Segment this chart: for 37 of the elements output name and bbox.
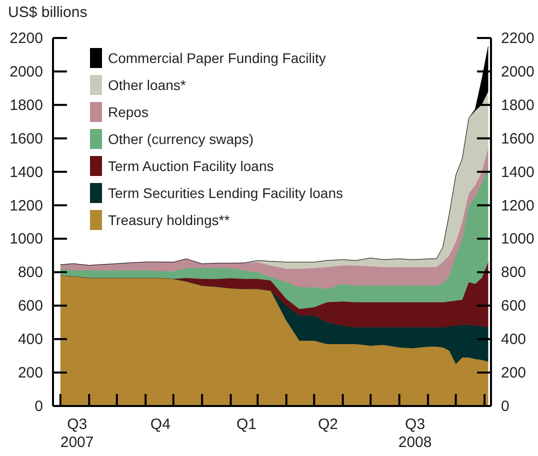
y2-tick-label: 0	[501, 398, 510, 415]
y2-tick-label: 800	[501, 264, 526, 282]
y2-tick-label: 200	[501, 364, 526, 382]
y2-tick-label: 2000	[501, 63, 534, 80]
y2-tick-label: 1400	[501, 164, 534, 181]
y-tick-label: 200	[18, 364, 43, 382]
y-tick-label: 400	[18, 331, 43, 348]
legend-label: Commercial Paper Funding Facility	[108, 50, 326, 66]
y-tick-label: 1600	[10, 130, 43, 148]
y-tick-label: 800	[18, 264, 43, 282]
y-tick-label: 2200	[10, 30, 43, 47]
y-axis-title: US$ billions	[8, 4, 88, 21]
y-tick-label: 600	[18, 298, 43, 315]
y2-tick-label: 400	[501, 331, 526, 348]
y2-tick-label: 2200	[501, 30, 534, 47]
y-tick-label: 1200	[10, 197, 43, 214]
y2-tick-label: 1200	[501, 197, 534, 214]
legend-label: Repos	[108, 104, 148, 120]
y-tick-label: 1000	[10, 230, 43, 248]
y-tick-label: 0	[34, 398, 43, 415]
y-tick-label: 1800	[10, 96, 43, 114]
x-tick-label: Q3 2008	[398, 416, 432, 451]
x-tick-label: Q2	[318, 416, 338, 433]
legend-label: Treasury holdings**	[108, 212, 230, 228]
y2-tick-label: 600	[501, 298, 526, 315]
x-tick-label: Q3 2007	[60, 416, 94, 451]
legend-label: Other (currency swaps)	[108, 130, 254, 146]
x-tick-label: Q1	[236, 416, 257, 433]
y2-tick-label: 1600	[501, 130, 534, 148]
legend-label: Other loans*	[108, 76, 186, 92]
legend-label: Term Auction Facility loans	[108, 158, 274, 174]
y-tick-label: 2000	[10, 63, 43, 80]
legend-label: Term Securities Lending Facility loans	[108, 184, 343, 200]
y2-tick-label: 1000	[501, 230, 534, 248]
y-tick-label: 1400	[10, 164, 43, 181]
y2-tick-label: 1800	[501, 96, 534, 114]
x-tick-label: Q4	[150, 416, 170, 433]
